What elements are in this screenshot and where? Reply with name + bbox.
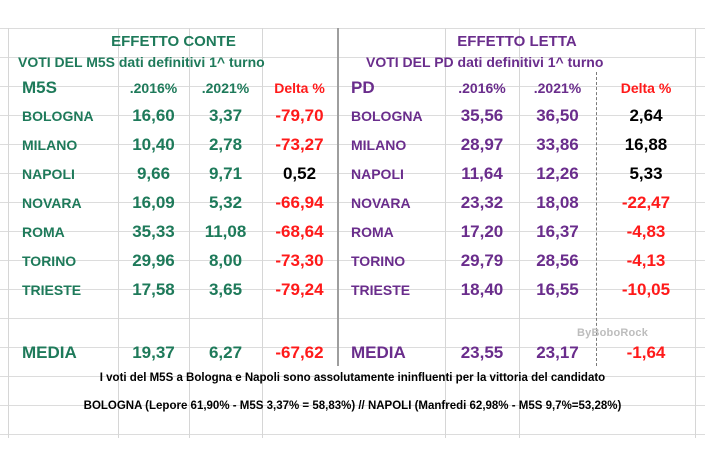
pd-party-label: PD [351,78,375,97]
m5s-city-name: TORINO [22,253,77,269]
pd-city-name: NAPOLI [351,166,404,182]
m5s-value-2016: 35,33 [132,222,175,241]
pd-title: EFFETTO LETTA [457,33,577,50]
pd-media-2021: 23,17 [536,343,579,362]
m5s-delta-value: -79,24 [275,280,324,299]
m5s-city-name: MILANO [22,137,78,153]
pd-subtitle: VOTI DEL PD dati definitivi 1^ turno [366,54,604,70]
m5s-value-2021: 3,65 [208,280,243,299]
pd-col-2021: .2021% [533,80,582,96]
m5s-col-2021: .2021% [201,80,250,96]
pd-delta-value: -10,05 [621,280,671,299]
pd-value-2021: 28,56 [536,251,579,270]
pd-col-delta: Delta % [620,80,672,96]
pd-value-2021: 16,55 [536,280,579,299]
pd-city-name: MILANO [351,137,407,153]
m5s-delta-value: -66,94 [275,193,324,212]
m5s-value-2021: 3,37 [208,106,243,125]
grid-line [8,28,9,438]
pd-delta-value: 2,64 [629,106,663,125]
m5s-value-2016: 17,58 [132,280,175,299]
grid-line [262,28,263,438]
pd-city-name: TORINO [351,253,406,269]
m5s-col-2016: .2016% [129,80,178,96]
m5s-value-2021: 11,08 [204,222,247,241]
pd-delta-value: 16,88 [624,135,668,154]
m5s-delta-value: -73,27 [275,135,324,154]
pd-value-2016: 18,40 [460,280,504,299]
pd-delta-value: -4,83 [626,222,666,241]
pd-city-name: ROMA [351,224,394,240]
m5s-value-2021: 9,71 [208,164,243,183]
m5s-value-2016: 16,09 [132,193,175,212]
m5s-delta-value: -68,64 [275,222,324,241]
pd-value-2016: 11,64 [461,164,503,183]
watermark: ByBoboRock [577,327,649,339]
m5s-subtitle: VOTI DEL M5S dati definitivi 1^ turno [18,54,265,70]
dashed-separator [596,72,597,366]
pd-value-2016: 23,32 [460,193,504,212]
m5s-city-name: NAPOLI [22,166,75,182]
m5s-delta-value: -73,30 [275,251,324,270]
m5s-city-name: ROMA [22,224,65,240]
pd-delta-value: 5,33 [629,164,663,183]
note-line-2: BOLOGNA (Lepore 61,90% - M5S 3,37% = 58,… [83,400,622,412]
m5s-col-delta: Delta % [274,80,325,96]
m5s-party-label: M5S [22,78,57,97]
m5s-delta-value: -79,70 [275,106,324,125]
pd-value-2016: 35,56 [460,106,504,125]
m5s-media-2016: 19,37 [132,343,175,362]
pd-value-2016: 28,97 [460,135,504,154]
pd-col-2016: .2016% [458,80,506,96]
pd-media-2016: 23,55 [460,343,504,362]
pd-delta-value: -4,13 [626,251,666,270]
pd-value-2021: 36,50 [536,106,579,125]
pd-city-name: BOLOGNA [351,108,423,124]
pd-city-name: NOVARA [351,195,411,211]
pd-delta-value: -22,47 [621,193,671,212]
grid-line [189,28,190,438]
m5s-media-label: MEDIA [22,343,77,362]
note-line-1: I voti del M5S a Bologna e Napoli sono a… [99,372,606,384]
pd-media-label: MEDIA [351,343,406,362]
m5s-city-name: TRIESTE [22,282,82,298]
grid-line [519,28,520,438]
m5s-delta-value: 0,52 [282,164,317,183]
grid-line [118,28,119,438]
pd-media-delta: -1,64 [626,343,666,362]
m5s-value-2016: 10,40 [132,135,175,154]
m5s-value-2021: 5,32 [208,193,243,212]
grid-line [445,28,446,438]
m5s-value-2021: 8,00 [208,251,243,270]
m5s-value-2021: 2,78 [208,135,243,154]
pd-value-2021: 12,26 [536,164,579,183]
m5s-media-2021: 6,27 [208,343,243,362]
m5s-value-2016: 29,96 [132,251,175,270]
table-divider [337,28,339,366]
m5s-title: EFFETTO CONTE [111,33,236,50]
pd-value-2021: 16,37 [536,222,579,241]
pd-value-2016: 17,20 [460,222,504,241]
m5s-city-name: BOLOGNA [22,108,94,124]
m5s-media-delta: -67,62 [275,343,324,362]
pd-value-2016: 29,79 [460,251,504,270]
pd-value-2021: 18,08 [536,193,579,212]
pd-value-2021: 33,86 [536,135,579,154]
m5s-value-2016: 16,60 [132,106,175,125]
m5s-value-2016: 9,66 [136,164,171,183]
grid-line [695,28,696,438]
pd-city-name: TRIESTE [351,282,411,298]
m5s-city-name: NOVARA [22,195,82,211]
